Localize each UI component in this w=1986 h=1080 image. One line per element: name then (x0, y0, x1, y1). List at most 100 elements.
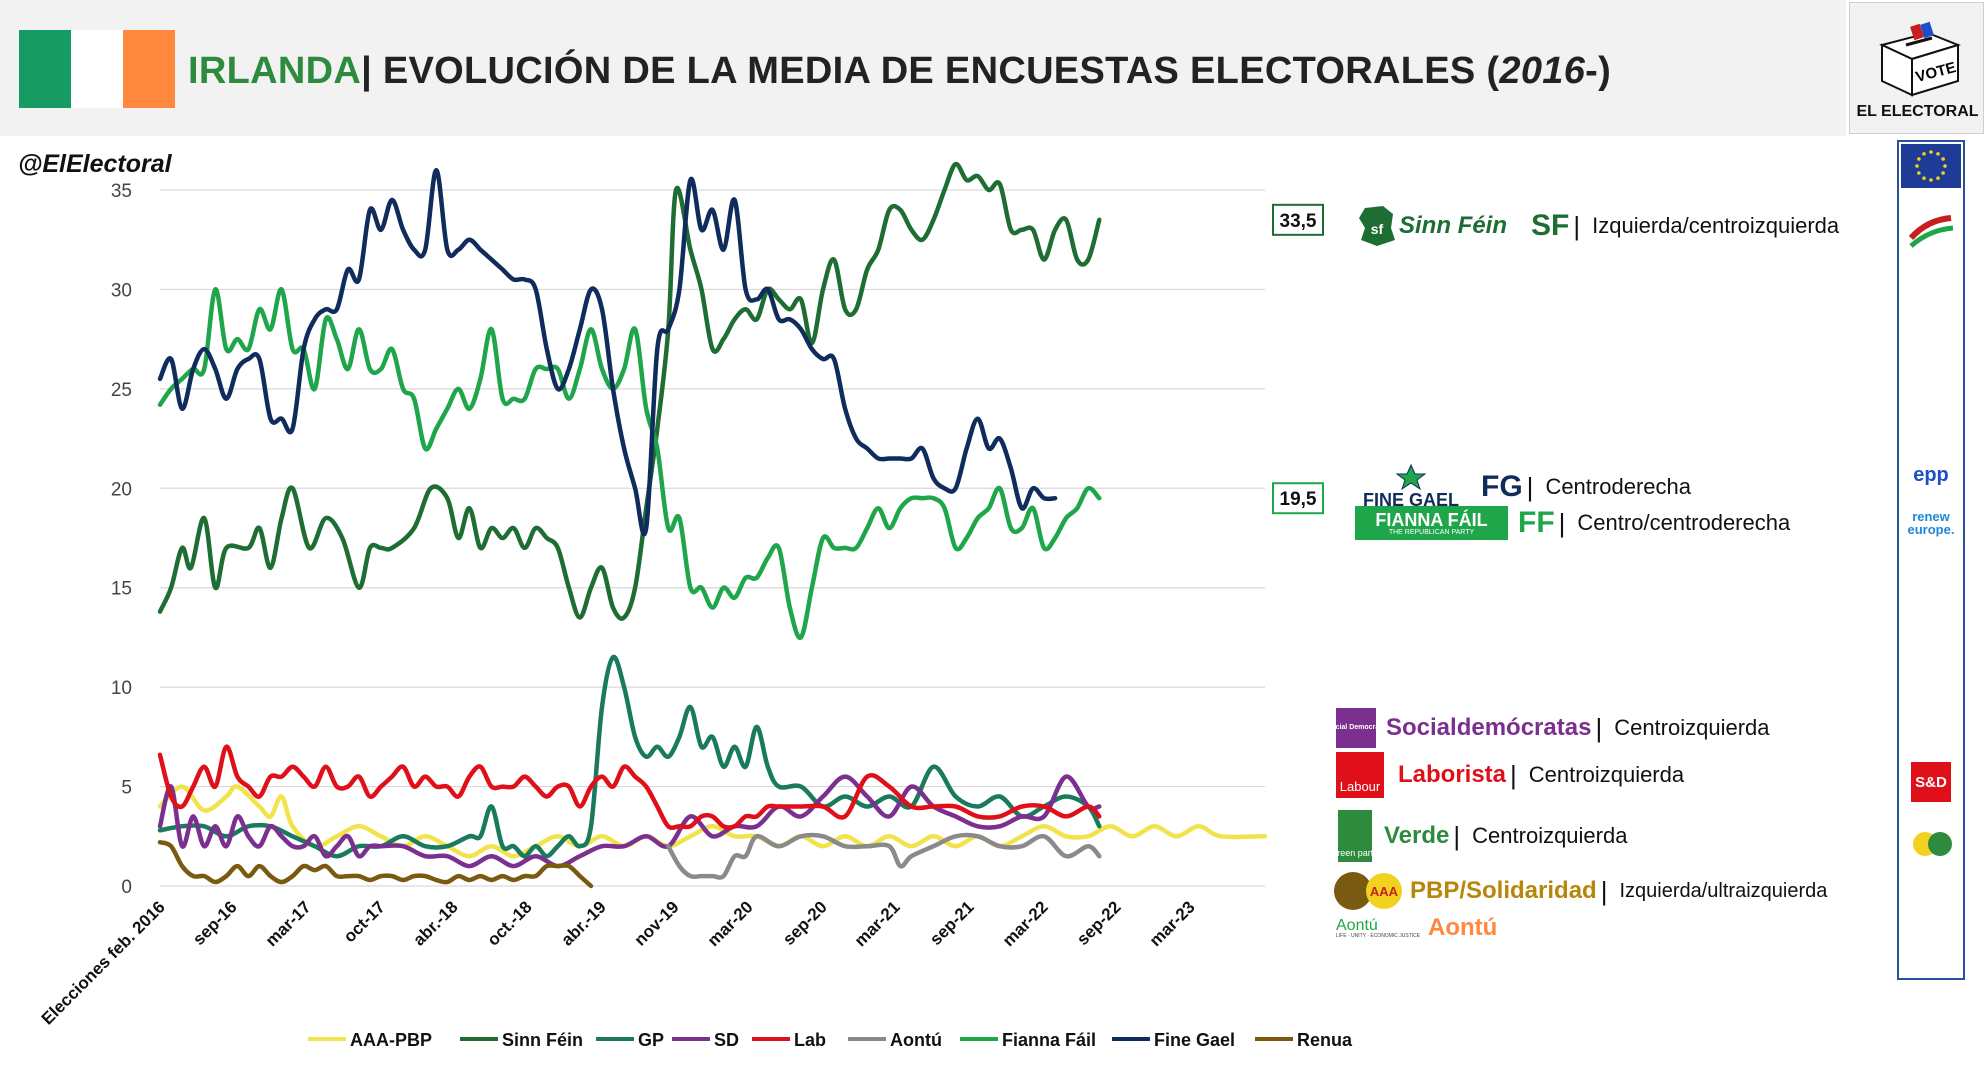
green-party-logo: green party (1332, 810, 1378, 862)
sinn-fein-logo-text: Sinn Féin (1399, 212, 1507, 239)
party-name: PBP/Solidaridad (1410, 877, 1597, 904)
series-line-renua (157, 840, 594, 889)
title-years: 2016 (1499, 50, 1586, 92)
x-tick-label: sep-21 (926, 897, 978, 949)
y-tick-label: 20 (111, 479, 132, 500)
legend-label: Lab (794, 1030, 826, 1050)
eu-star (1922, 152, 1926, 156)
y-tick-label: 30 (111, 280, 132, 301)
eu-flag-icon (1901, 144, 1961, 188)
series-line-sd (157, 774, 1102, 869)
party-lab: Labour Laborista | Centroizquierda (1336, 752, 1684, 798)
x-tick-label: mar-21 (851, 897, 904, 950)
x-tick-label: abr.-19 (558, 897, 610, 949)
end-value-box (1272, 203, 1324, 236)
renew-europe-logo: renew europe. (1907, 509, 1955, 537)
party-name: Verde (1384, 822, 1450, 849)
y-tick-label: 35 (111, 181, 132, 202)
s-and-d-logo: S&D (1911, 762, 1951, 802)
title-open: ( (1486, 50, 1500, 92)
y-tick-label: 0 (121, 877, 132, 898)
party-green: green party Verde | Centroizquierda (1332, 810, 1627, 862)
eu-star (1941, 171, 1945, 175)
aontu-logo: Aontú LIFE · UNITY · ECONOMIC JUSTICE (1336, 916, 1422, 939)
party-desc: Centro/centroderecha (1577, 510, 1791, 535)
fine-gael-logo: FINE GAEL (1355, 462, 1467, 512)
party-sep: | (1595, 712, 1603, 743)
pbp-logo-icon (1334, 872, 1372, 910)
series-line-sinn-fein (157, 161, 1102, 621)
labour-logo: Labour (1336, 752, 1384, 798)
title-close: -) (1585, 50, 1612, 92)
x-tick-label: abr.-18 (409, 897, 461, 949)
aontu-logo-sub: LIFE · UNITY · ECONOMIC JUSTICE (1336, 932, 1421, 939)
x-tick-label: sep-22 (1073, 897, 1125, 949)
party-abbr: SF (1531, 209, 1570, 242)
legend-label: Fianna Fáil (1002, 1030, 1096, 1050)
y-tick-label: 5 (121, 778, 132, 799)
star-icon (1395, 463, 1427, 490)
party-aontu: Aontú LIFE · UNITY · ECONOMIC JUSTICE Ao… (1336, 914, 1497, 942)
series-line-aontu (666, 832, 1102, 880)
eu-star (1915, 164, 1919, 168)
eu-star (1943, 164, 1947, 168)
twitter-handle: @ElElectoral (18, 150, 172, 178)
party-sep: | (1453, 820, 1461, 851)
party-sd: Social Democrats Socialdemócratas | Cent… (1327, 708, 1770, 748)
party-sep: | (1526, 471, 1534, 502)
x-tick-label: mar-20 (704, 897, 757, 950)
eu-star (1941, 157, 1945, 161)
ireland-flag-orange (123, 30, 175, 108)
series-line-fine-gael (157, 167, 1058, 537)
ireland-map-icon: sf (1359, 206, 1395, 246)
end-value-box (1272, 482, 1324, 515)
party-abbr: FF (1518, 506, 1555, 539)
greens-efa-icon (1913, 832, 1952, 856)
party-sf: sf Sinn Féin SF | Izquierda/centroizquie… (1355, 202, 1839, 250)
x-tick-label: oct.-18 (484, 897, 536, 949)
eu-star (1936, 152, 1940, 156)
x-tick-label: Elecciones feb. 2016 (38, 897, 169, 1028)
party-desc: Izquierda/ultraizquierda (1619, 879, 1828, 902)
party-name: Socialdemócratas (1386, 714, 1592, 741)
series-line-fianna-fail (157, 287, 1102, 640)
page-title: IRLANDA| EVOLUCIÓN DE LA MEDIA DE ENCUES… (188, 50, 1611, 93)
party-fg: FINE GAEL FG | Centroderecha (1355, 462, 1691, 512)
title-separator: | (361, 50, 373, 92)
header-band (0, 0, 1846, 136)
fine-gael-logo-text: FINE GAEL (1362, 489, 1459, 510)
y-tick-label: 10 (111, 678, 132, 699)
epp-logo: epp (1913, 464, 1949, 486)
legend-label: Renua (1297, 1030, 1353, 1050)
ireland-flag-green (19, 30, 71, 108)
legend-label: Sinn Féin (502, 1030, 583, 1050)
party-desc: Izquierda/centroizquierda (1592, 213, 1840, 238)
aontu-logo-text: Aontú (1336, 916, 1378, 934)
el-electoral-logo: VOTE EL ELECTORAL (1849, 2, 1984, 134)
x-tick-label: oct-17 (340, 897, 389, 946)
fianna-fail-logo: FIANNA FÁIL THE REPUBLICAN PARTY (1355, 506, 1508, 540)
legend-label: AAA-PBP (350, 1030, 432, 1050)
end-value-label: 19,5 (1280, 489, 1317, 510)
party-desc: Centroderecha (1545, 474, 1691, 499)
party-sep: | (1558, 507, 1566, 538)
x-tick-label: sep-20 (779, 897, 831, 949)
title-main: EVOLUCIÓN DE LA MEDIA DE ENCUESTAS ELECT… (382, 50, 1476, 92)
pbp-solidarity-logos: AAA (1334, 872, 1402, 910)
eu-star (1936, 176, 1940, 180)
party-abbr: FG (1481, 470, 1523, 503)
eu-groups-strip: epp renew europe. S&D (1897, 140, 1965, 980)
eu-star (1917, 171, 1921, 175)
end-value-label: 33,5 (1280, 211, 1317, 232)
legend-label: Fine Gael (1154, 1030, 1235, 1050)
x-tick-label: mar-22 (999, 897, 1052, 950)
series-line-lab (157, 744, 1102, 831)
sinn-fein-logo: sf Sinn Féin (1355, 202, 1523, 250)
left-group-icon (1908, 215, 1954, 248)
aaa-logo: AAA (1366, 873, 1402, 909)
legend-label: GP (638, 1030, 664, 1050)
eu-star (1922, 176, 1926, 180)
x-tick-label: mar-17 (262, 897, 315, 950)
party-name: Aontú (1428, 914, 1498, 941)
